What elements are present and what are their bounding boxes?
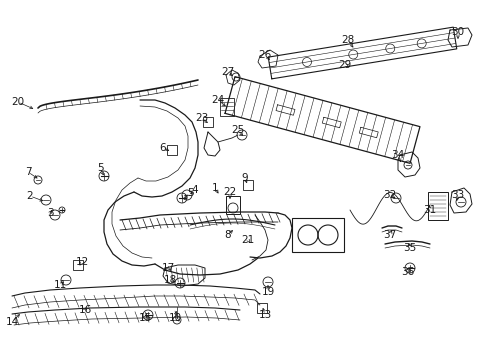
Text: 32: 32 [383, 190, 396, 200]
Text: 12: 12 [75, 257, 88, 267]
Text: 6: 6 [160, 143, 166, 153]
Text: 14: 14 [5, 317, 19, 327]
Text: 21: 21 [241, 235, 254, 245]
Bar [203, 117, 213, 127]
Text: 34: 34 [390, 150, 404, 160]
Text: 26: 26 [258, 50, 271, 60]
Text: 25: 25 [231, 125, 244, 135]
Text: 24: 24 [211, 95, 224, 105]
Text: 27: 27 [221, 67, 234, 77]
Text: 17: 17 [161, 263, 174, 273]
Text: 10: 10 [168, 313, 181, 323]
Text: 8: 8 [224, 230, 231, 240]
Text: 7: 7 [24, 167, 31, 177]
Bar [225, 196, 240, 214]
Text: 33: 33 [450, 190, 464, 200]
Text: 29: 29 [338, 60, 351, 70]
Bar [257, 303, 266, 313]
Text: 20: 20 [11, 97, 24, 107]
Text: 4: 4 [191, 185, 198, 195]
Bar [73, 260, 83, 270]
Text: 22: 22 [223, 187, 236, 197]
Bar [291, 218, 343, 252]
Text: 5: 5 [97, 163, 103, 173]
Text: 28: 28 [341, 35, 354, 45]
Text: 36: 36 [401, 267, 414, 277]
Bar [427, 192, 447, 220]
Text: 2: 2 [27, 191, 33, 201]
Text: 1: 1 [211, 183, 218, 193]
Text: 23: 23 [195, 113, 208, 123]
Text: 16: 16 [78, 305, 91, 315]
Text: 11: 11 [53, 280, 66, 290]
Text: 37: 37 [383, 230, 396, 240]
Bar [243, 180, 252, 190]
Text: 3: 3 [46, 208, 53, 218]
Text: 30: 30 [450, 27, 464, 37]
Text: 5: 5 [186, 188, 193, 198]
Text: 35: 35 [403, 243, 416, 253]
Text: 9: 9 [241, 173, 248, 183]
Bar [220, 98, 234, 116]
Text: 31: 31 [423, 205, 436, 215]
Text: 18: 18 [163, 275, 176, 285]
Text: 13: 13 [258, 310, 271, 320]
Text: 15: 15 [138, 313, 151, 323]
Text: 19: 19 [261, 287, 274, 297]
Bar [167, 145, 177, 155]
